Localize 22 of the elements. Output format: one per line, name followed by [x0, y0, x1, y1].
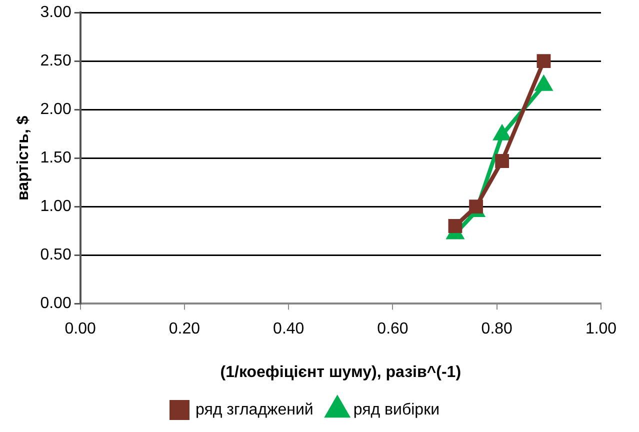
point [469, 200, 483, 214]
x-tick-label: 0.80 [481, 320, 513, 338]
x-axis-title: (1/коефіцієнт шуму), разів^(-1) [220, 364, 462, 381]
x-tick-label: 0.00 [64, 320, 96, 338]
y-tick-label: 1.50 [40, 150, 72, 167]
x-tick-label: 0.40 [273, 320, 304, 338]
point [448, 219, 462, 233]
y-tick-label: 2.00 [40, 101, 72, 118]
point [536, 54, 551, 68]
x-tick-label: 1.00 [585, 320, 617, 338]
y-tick-label: 0.50 [40, 246, 72, 264]
y-tick-label: 3.00 [40, 4, 72, 22]
y-tick-label: 0.00 [40, 295, 72, 312]
legend-label: ряд згладжений [195, 401, 314, 418]
x-tick-label: 0.20 [168, 320, 200, 338]
x-tick-label: 0.60 [377, 320, 408, 338]
y-tick-label: 1.00 [40, 198, 72, 216]
legend-label: ряд вибірки [353, 401, 440, 418]
y-axis-title: вартість, $ [15, 116, 32, 200]
y-tick-label: 2.50 [40, 52, 72, 70]
point [494, 126, 510, 140]
point [495, 154, 510, 168]
